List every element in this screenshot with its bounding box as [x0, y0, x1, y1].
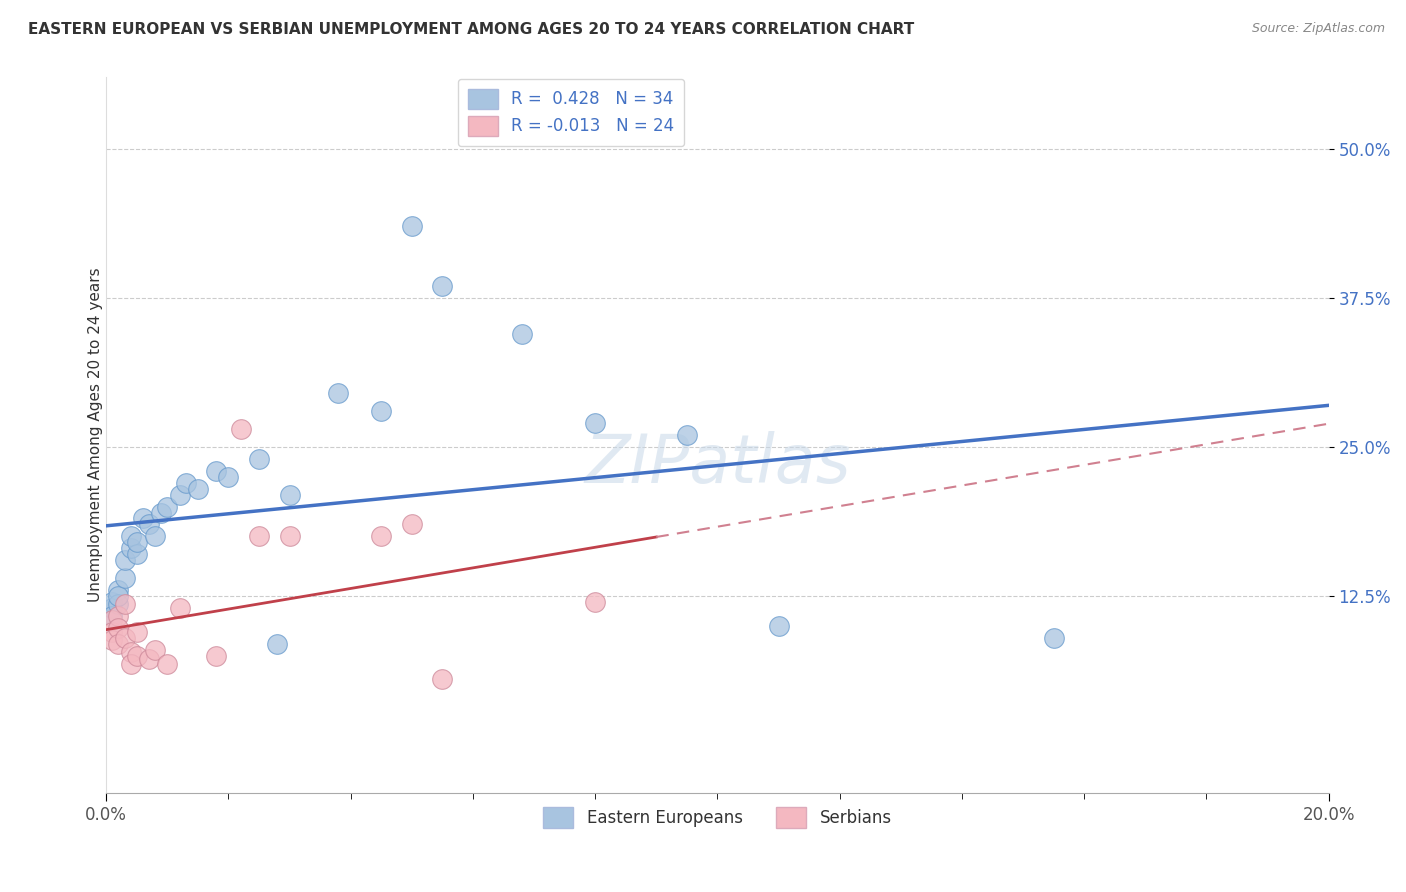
Point [107, 621, 129, 635]
Point [432, 279, 454, 293]
Point [266, 637, 288, 651]
Point [169, 488, 191, 502]
Point [583, 595, 606, 609]
Point [143, 529, 166, 543]
Point [101, 613, 124, 627]
Point [229, 422, 252, 436]
Point [328, 386, 350, 401]
Point [370, 404, 392, 418]
Point [150, 506, 173, 520]
Point [107, 609, 129, 624]
Legend: Eastern Europeans, Serbians: Eastern Europeans, Serbians [537, 801, 898, 834]
Point [156, 657, 179, 671]
Point [401, 517, 423, 532]
Point [174, 475, 197, 490]
Point [120, 657, 142, 671]
Point [1042, 631, 1064, 645]
Point [205, 648, 228, 663]
Point [132, 511, 155, 525]
Point [768, 619, 790, 633]
Point [370, 529, 392, 543]
Point [120, 541, 142, 556]
Point [114, 597, 136, 611]
Point [278, 488, 301, 502]
Point [583, 416, 606, 430]
Point [278, 529, 301, 543]
Point [107, 589, 129, 603]
Point [114, 553, 136, 567]
Point [107, 637, 129, 651]
Point [138, 652, 160, 666]
Text: EASTERN EUROPEAN VS SERBIAN UNEMPLOYMENT AMONG AGES 20 TO 24 YEARS CORRELATION C: EASTERN EUROPEAN VS SERBIAN UNEMPLOYMENT… [28, 22, 914, 37]
Point [169, 600, 191, 615]
Point [101, 633, 124, 648]
Point [143, 642, 166, 657]
Point [138, 517, 160, 532]
Point [125, 624, 148, 639]
Point [510, 326, 533, 341]
Point [101, 609, 124, 624]
Point [218, 469, 240, 483]
Point [107, 582, 129, 597]
Point [125, 648, 148, 663]
Y-axis label: Unemployment Among Ages 20 to 24 years: Unemployment Among Ages 20 to 24 years [87, 268, 103, 602]
Point [125, 547, 148, 561]
Point [120, 529, 142, 543]
Point [401, 219, 423, 234]
Point [101, 624, 124, 639]
Point [101, 595, 124, 609]
Point [107, 597, 129, 611]
Point [205, 464, 228, 478]
Point [187, 482, 209, 496]
Point [676, 428, 699, 442]
Point [114, 631, 136, 645]
Text: ZIPatlas: ZIPatlas [585, 431, 851, 497]
Point [114, 571, 136, 585]
Point [247, 529, 270, 543]
Point [247, 451, 270, 466]
Point [156, 500, 179, 514]
Point [432, 673, 454, 687]
Point [125, 535, 148, 549]
Point [120, 645, 142, 659]
Text: Source: ZipAtlas.com: Source: ZipAtlas.com [1251, 22, 1385, 36]
Point [101, 600, 124, 615]
